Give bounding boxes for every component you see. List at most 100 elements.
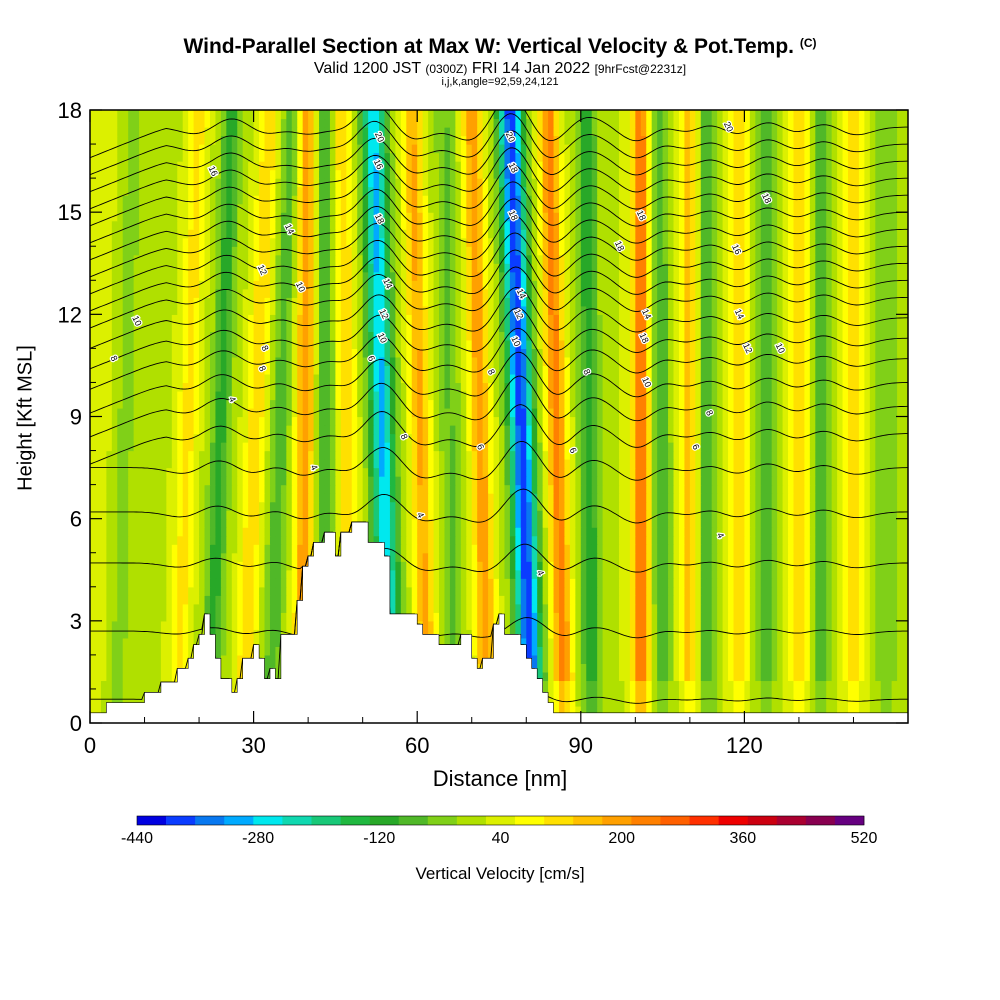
velocity-cell — [580, 442, 587, 452]
velocity-cell — [182, 501, 189, 511]
velocity-cell — [782, 450, 789, 460]
velocity-cell — [220, 671, 227, 682]
velocity-cell — [782, 705, 789, 716]
velocity-cell — [700, 603, 707, 613]
velocity-cell — [831, 501, 838, 511]
velocity-cell — [722, 518, 729, 528]
velocity-cell — [553, 493, 560, 503]
velocity-cell — [657, 484, 664, 494]
velocity-cell — [291, 561, 298, 571]
velocity-cell — [231, 612, 238, 622]
velocity-cell — [417, 459, 424, 469]
velocity-cell — [689, 493, 696, 503]
velocity-cell — [248, 586, 255, 596]
velocity-cell — [575, 552, 582, 562]
velocity-cell — [837, 459, 844, 469]
velocity-cell — [869, 544, 876, 554]
velocity-cell — [684, 459, 691, 469]
velocity-cell — [259, 569, 266, 579]
velocity-cell — [204, 518, 211, 528]
velocity-cell — [749, 578, 756, 588]
velocity-cell — [826, 561, 833, 571]
velocity-cell — [826, 569, 833, 579]
velocity-cell — [618, 629, 626, 639]
velocity-cell — [848, 671, 855, 682]
velocity-cell — [95, 442, 102, 452]
velocity-cell — [880, 612, 887, 622]
velocity-cell — [782, 680, 789, 690]
velocity-cell — [804, 586, 811, 596]
velocity-cell — [422, 484, 429, 494]
velocity-cell — [188, 586, 195, 596]
velocity-cell — [608, 629, 615, 639]
velocity-cell — [809, 697, 816, 707]
velocity-cell — [335, 510, 342, 520]
velocity-cell — [760, 620, 767, 630]
velocity-cell — [651, 688, 658, 699]
velocity-cell — [122, 433, 129, 443]
velocity-cell — [793, 646, 800, 656]
velocity-cell — [95, 578, 102, 588]
velocity-cell — [733, 450, 740, 460]
velocity-cell — [166, 450, 173, 460]
velocity-cell — [886, 544, 893, 554]
velocity-cell — [842, 654, 849, 664]
velocity-cell — [149, 535, 157, 545]
velocity-cell — [253, 629, 260, 639]
velocity-cell — [95, 450, 102, 460]
velocity-cell — [193, 501, 200, 511]
velocity-cell — [602, 646, 609, 656]
velocity-cell — [493, 552, 500, 562]
velocity-cell — [575, 527, 582, 537]
velocity-cell — [777, 646, 784, 656]
velocity-cell — [640, 552, 647, 562]
velocity-cell — [558, 637, 566, 647]
velocity-cell — [853, 646, 860, 656]
velocity-cell — [777, 612, 784, 622]
velocity-cell — [766, 671, 773, 682]
velocity-cell — [591, 459, 598, 469]
velocity-cell — [526, 510, 533, 520]
velocity-cell — [548, 671, 555, 682]
velocity-cell — [689, 612, 696, 622]
velocity-cell — [319, 527, 326, 537]
velocity-cell — [662, 476, 669, 486]
velocity-cell — [144, 501, 151, 511]
velocity-cell — [171, 459, 178, 469]
velocity-cell — [689, 442, 696, 452]
velocity-cell — [504, 544, 511, 554]
velocity-cell — [668, 510, 675, 520]
velocity-cell — [793, 467, 800, 477]
velocity-cell — [869, 705, 876, 716]
velocity-cell — [509, 450, 516, 460]
velocity-cell — [90, 646, 97, 656]
velocity-cell — [831, 459, 838, 469]
velocity-cell — [242, 484, 249, 494]
velocity-cell — [122, 561, 129, 571]
velocity-cell — [728, 586, 735, 596]
velocity-cell — [100, 510, 107, 520]
velocity-cell — [700, 578, 707, 588]
velocity-cell — [259, 629, 266, 639]
velocity-cell — [379, 501, 386, 511]
velocity-cell — [826, 680, 833, 690]
velocity-cell — [209, 527, 217, 537]
velocity-cell — [646, 442, 653, 452]
velocity-cell — [499, 459, 506, 469]
velocity-cell — [90, 671, 97, 682]
velocity-cell — [100, 501, 107, 511]
velocity-cell — [837, 595, 844, 605]
velocity-cell — [428, 527, 435, 537]
velocity-cell — [788, 501, 795, 511]
velocity-cell — [171, 646, 178, 656]
velocity-cell — [608, 671, 615, 682]
velocity-cell — [444, 569, 451, 579]
velocity-cell — [133, 578, 140, 588]
velocity-cell — [602, 476, 609, 486]
velocity-cell — [858, 688, 865, 699]
velocity-cell — [439, 637, 446, 647]
velocity-cell — [700, 552, 707, 562]
velocity-cell — [842, 569, 849, 579]
velocity-cell — [640, 467, 647, 477]
velocity-cell — [553, 442, 560, 452]
